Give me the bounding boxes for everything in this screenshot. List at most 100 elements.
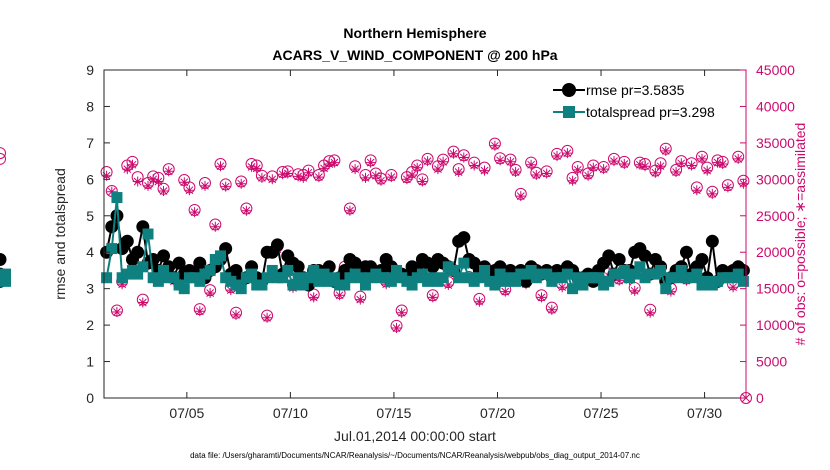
obs-assimilated-point bbox=[163, 166, 174, 177]
obs-assimilated-point bbox=[686, 160, 697, 171]
obs-assimilated-point bbox=[101, 170, 112, 181]
obs-assimilated-point bbox=[350, 164, 361, 175]
y-tick-label-left: 1 bbox=[86, 354, 94, 370]
totalspread-point bbox=[137, 261, 149, 273]
obs-assimilated-point bbox=[588, 162, 599, 173]
rmse-point bbox=[612, 253, 626, 267]
rmse-point bbox=[457, 231, 471, 245]
totalspread-point bbox=[297, 279, 309, 291]
rmse-point bbox=[270, 238, 284, 252]
obs-assimilated-point bbox=[531, 170, 542, 180]
obs-assimilated-point bbox=[194, 306, 205, 317]
y-tick-label-right: 25000 bbox=[756, 208, 795, 224]
obs-assimilated-point bbox=[479, 165, 490, 176]
totalspread-point bbox=[473, 272, 485, 284]
obs-assimilated-point bbox=[738, 178, 749, 189]
totalspread-point bbox=[277, 272, 289, 284]
rmse-point bbox=[172, 256, 186, 270]
obs-assimilated-point bbox=[510, 167, 521, 177]
obs-assimilated-point bbox=[702, 165, 713, 176]
totalspread-point bbox=[204, 264, 216, 276]
totalspread-point bbox=[313, 275, 325, 287]
obs-assimilated-point bbox=[515, 191, 526, 202]
y-tick-label-left: 5 bbox=[86, 208, 94, 224]
obs-possible-point bbox=[0, 152, 6, 165]
obs-assimilated-point bbox=[401, 174, 412, 185]
obs-assimilated-point bbox=[262, 312, 273, 323]
obs-assimilated-point bbox=[200, 180, 210, 191]
obs-assimilated-point bbox=[733, 153, 744, 164]
obs-assimilated-point bbox=[567, 175, 578, 186]
obs-assimilated-point bbox=[552, 151, 562, 161]
totalspread-point bbox=[287, 279, 299, 291]
totalspread-point bbox=[629, 268, 641, 280]
obs-assimilated-point bbox=[220, 181, 231, 192]
totalspread-point bbox=[592, 272, 604, 284]
data-file-note: data file: /Users/gharamti/Documents/NCA… bbox=[190, 451, 640, 460]
totalspread-point bbox=[670, 272, 682, 284]
obs-assimilated-point bbox=[370, 170, 381, 181]
totalspread-point bbox=[655, 264, 667, 276]
obs-assimilated-point bbox=[210, 221, 221, 232]
totalspread-point bbox=[359, 279, 371, 291]
obs-assimilated-point bbox=[231, 309, 241, 320]
obs-assimilated-point bbox=[308, 292, 319, 303]
obs-assimilated-point bbox=[474, 296, 485, 307]
totalspread-point bbox=[567, 283, 579, 295]
y-tick-label-right: 20000 bbox=[756, 244, 795, 260]
y-tick-label-left: 4 bbox=[86, 244, 94, 260]
totalspread-point bbox=[572, 272, 584, 284]
rmse-point bbox=[291, 260, 305, 274]
y-tick-label-right: 40000 bbox=[756, 98, 795, 114]
obs-assimilated-point bbox=[246, 161, 257, 172]
obs-assimilated-point bbox=[629, 285, 640, 296]
totalspread-point bbox=[385, 275, 397, 287]
rmse-point bbox=[0, 253, 7, 267]
obs-assimilated-point bbox=[583, 170, 594, 181]
totalspread-point bbox=[339, 279, 351, 291]
y-axis-label-right: # of obs: o=possible; ∗=assimilated bbox=[792, 123, 808, 346]
obs-assimilated-point bbox=[448, 148, 459, 159]
obs-assimilated-point bbox=[215, 161, 226, 172]
y-axis-label-left: rmse and totalspread bbox=[52, 168, 68, 300]
rmse-point bbox=[157, 249, 171, 263]
obs-assimilated-point bbox=[251, 163, 262, 174]
totalspread-point bbox=[214, 250, 226, 262]
totalspread-point bbox=[479, 264, 491, 276]
totalspread-point bbox=[618, 264, 630, 276]
obs-assimilated-point bbox=[137, 297, 148, 308]
totalspread-point bbox=[303, 272, 315, 284]
obs-assimilated-point bbox=[132, 176, 143, 187]
totalspread-point bbox=[660, 283, 672, 295]
x-tick-label: 07/20 bbox=[480, 405, 515, 421]
obs-assimilated-point bbox=[241, 205, 252, 216]
obs-assimilated-point bbox=[344, 205, 355, 216]
rmse-point bbox=[348, 256, 362, 270]
obs-assimilated-point bbox=[655, 161, 666, 172]
totalspread-point bbox=[494, 268, 506, 280]
axes-layer: 07/05 07/10 07/15 07/20 07/25 07/30 0 1 2 3 4 5 6 7 8 9… bbox=[86, 62, 795, 421]
rmse-point bbox=[131, 245, 145, 259]
totalspread-point bbox=[561, 268, 573, 280]
totalspread-point bbox=[178, 283, 190, 295]
rmse-point bbox=[193, 256, 207, 270]
obs-assimilated-point bbox=[541, 168, 552, 179]
obs-assimilated-point bbox=[650, 167, 661, 178]
obs-assimilated-point bbox=[495, 155, 506, 166]
obs-assimilated-point bbox=[256, 172, 267, 183]
obs-assimilated-point bbox=[205, 288, 216, 298]
legend-rmse-label: rmse pr=3.5835 bbox=[586, 82, 685, 98]
totalspread-point bbox=[675, 264, 687, 276]
obs-assimilated-point bbox=[303, 167, 314, 178]
obs-assimilated-point bbox=[671, 167, 682, 177]
chart-title: Northern Hemisphere bbox=[343, 25, 486, 41]
y-tick-label-right: 15000 bbox=[756, 281, 795, 297]
marks-layer bbox=[0, 138, 752, 404]
y-tick-label-right: 35000 bbox=[756, 135, 795, 151]
y-tick-label-left: 7 bbox=[86, 135, 94, 151]
totalspread-point bbox=[489, 279, 501, 291]
obs-assimilated-point bbox=[391, 323, 402, 333]
totalspread-point bbox=[447, 264, 459, 276]
rmse-point bbox=[638, 249, 652, 263]
